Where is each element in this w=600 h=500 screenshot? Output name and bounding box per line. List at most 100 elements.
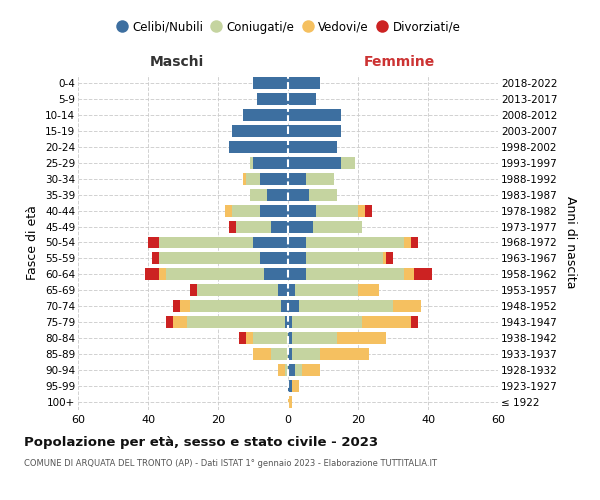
Bar	[295, 284, 358, 296]
Bar	[260, 204, 288, 216]
Bar	[288, 172, 305, 184]
Bar	[166, 316, 173, 328]
Bar	[284, 316, 288, 328]
Bar	[246, 332, 253, 344]
Bar	[288, 316, 292, 328]
Bar	[187, 316, 284, 328]
Bar	[253, 157, 288, 168]
Bar	[271, 220, 288, 232]
Bar	[365, 204, 372, 216]
Bar	[292, 316, 361, 328]
Bar	[288, 396, 292, 408]
Bar	[288, 188, 309, 200]
Bar	[166, 268, 263, 280]
Bar	[288, 300, 299, 312]
Bar	[299, 300, 393, 312]
Bar	[383, 252, 386, 264]
Bar	[288, 284, 295, 296]
Bar	[288, 380, 292, 392]
Bar	[158, 252, 260, 264]
Bar	[288, 77, 320, 89]
Bar	[410, 316, 418, 328]
Bar	[305, 268, 404, 280]
Bar	[158, 236, 253, 248]
Bar	[361, 316, 410, 328]
Text: COMUNE DI ARQUATA DEL TRONTO (AP) - Dati ISTAT 1° gennaio 2023 - Elaborazione TU: COMUNE DI ARQUATA DEL TRONTO (AP) - Dati…	[24, 460, 437, 468]
Bar	[341, 157, 355, 168]
Bar	[260, 172, 288, 184]
Bar	[148, 236, 158, 248]
Bar	[288, 236, 305, 248]
Bar	[404, 236, 410, 248]
Bar	[320, 348, 368, 360]
Bar	[288, 157, 341, 168]
Bar	[414, 268, 431, 280]
Bar	[232, 204, 260, 216]
Text: Femmine: Femmine	[364, 56, 434, 70]
Bar	[229, 141, 288, 153]
Bar	[253, 332, 288, 344]
Bar	[239, 332, 246, 344]
Bar	[288, 125, 341, 137]
Bar	[179, 300, 190, 312]
Bar	[173, 316, 187, 328]
Bar	[288, 268, 305, 280]
Bar	[288, 364, 295, 376]
Bar	[404, 268, 414, 280]
Bar	[253, 77, 288, 89]
Bar	[235, 220, 271, 232]
Legend: Celibi/Nubili, Coniugati/e, Vedovi/e, Divorziati/e: Celibi/Nubili, Coniugati/e, Vedovi/e, Di…	[111, 16, 465, 38]
Bar	[190, 300, 281, 312]
Bar	[271, 348, 288, 360]
Bar	[358, 204, 365, 216]
Bar	[386, 252, 393, 264]
Bar	[257, 93, 288, 105]
Bar	[393, 300, 421, 312]
Bar	[288, 252, 305, 264]
Bar	[267, 188, 288, 200]
Y-axis label: Anni di nascita: Anni di nascita	[564, 196, 577, 289]
Bar	[309, 188, 337, 200]
Bar	[316, 204, 358, 216]
Bar	[288, 220, 313, 232]
Bar	[246, 172, 260, 184]
Bar	[292, 332, 337, 344]
Bar	[277, 284, 288, 296]
Bar	[313, 220, 361, 232]
Text: Popolazione per età, sesso e stato civile - 2023: Popolazione per età, sesso e stato civil…	[24, 436, 378, 449]
Bar	[229, 220, 235, 232]
Bar	[288, 109, 341, 121]
Bar	[292, 348, 320, 360]
Bar	[242, 172, 246, 184]
Bar	[260, 252, 288, 264]
Bar	[305, 172, 334, 184]
Bar	[225, 204, 232, 216]
Bar	[288, 93, 316, 105]
Bar	[284, 364, 288, 376]
Bar	[305, 236, 404, 248]
Bar	[410, 236, 418, 248]
Bar	[158, 268, 166, 280]
Bar	[232, 125, 288, 137]
Bar	[173, 300, 179, 312]
Bar	[281, 300, 288, 312]
Bar	[288, 141, 337, 153]
Bar	[145, 268, 158, 280]
Bar	[288, 348, 292, 360]
Bar	[295, 364, 302, 376]
Bar	[302, 364, 320, 376]
Bar	[263, 268, 288, 280]
Bar	[242, 109, 288, 121]
Bar	[250, 188, 267, 200]
Bar	[250, 157, 253, 168]
Bar	[288, 332, 292, 344]
Bar	[292, 380, 299, 392]
Bar	[253, 236, 288, 248]
Text: Maschi: Maschi	[150, 56, 204, 70]
Bar	[337, 332, 386, 344]
Bar	[190, 284, 197, 296]
Bar	[305, 252, 383, 264]
Bar	[197, 284, 277, 296]
Bar	[358, 284, 379, 296]
Bar	[288, 204, 316, 216]
